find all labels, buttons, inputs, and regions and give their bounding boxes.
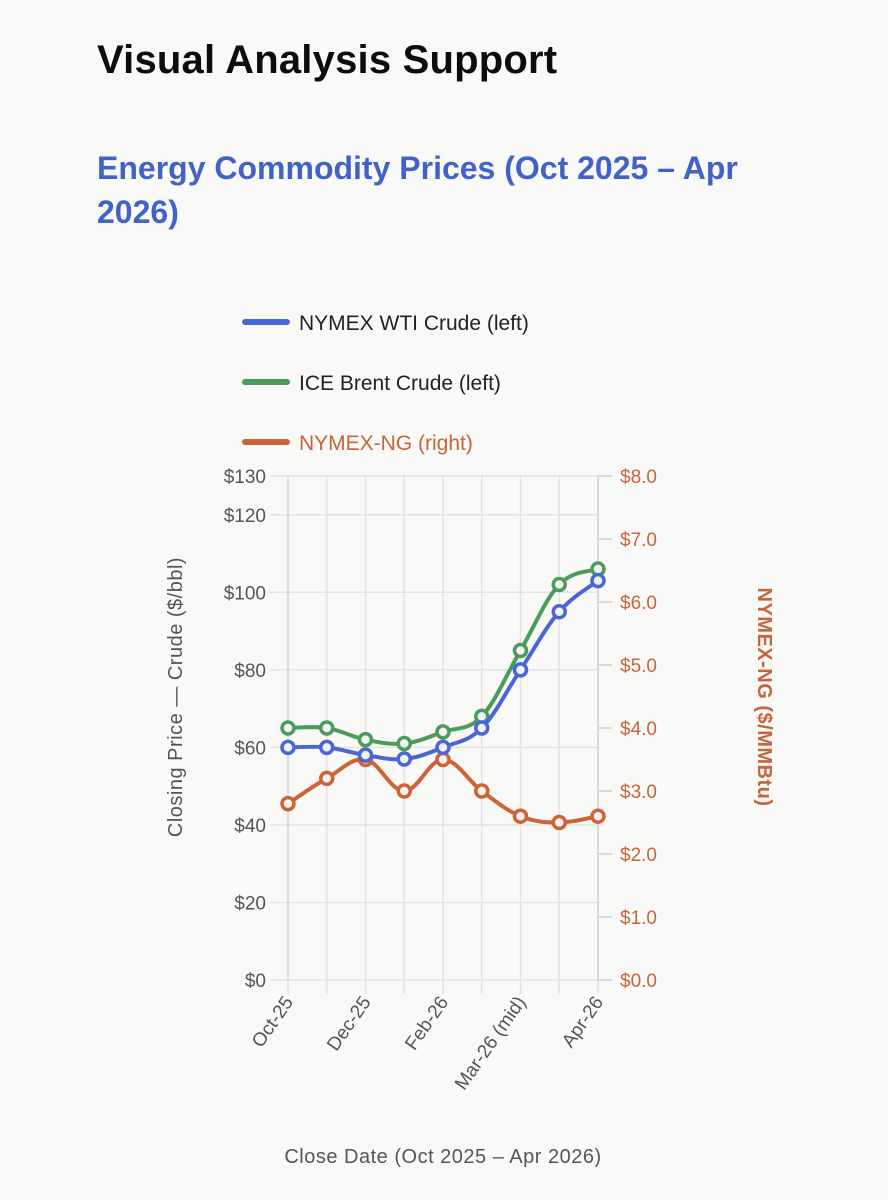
y-tick-label-left: $40 [234, 816, 266, 837]
legend-label: NYMEX-NG (right) [299, 432, 473, 455]
data-point-nymex-wti-crude-left [551, 603, 567, 620]
data-point-nymex-ng-right [435, 751, 451, 768]
y-tick-label-right: $1.0 [620, 908, 657, 929]
y-tick-label-right: $7.0 [620, 530, 657, 551]
data-point-ice-brent-crude-left [396, 735, 412, 752]
legend-label: NYMEX WTI Crude (left) [299, 312, 529, 335]
y-tick-label-right: $2.0 [620, 845, 657, 866]
y-tick-label-right: $3.0 [620, 782, 657, 803]
data-point-nymex-ng-right [590, 808, 606, 824]
legend-label: ICE Brent Crude (left) [299, 372, 501, 395]
y-tick-label-right: $8.0 [620, 467, 657, 488]
data-point-nymex-wti-crude-left [319, 739, 335, 756]
data-point-ice-brent-crude-left [280, 720, 296, 736]
y-tick-label-left: $120 [224, 506, 266, 527]
data-point-nymex-ng-right [474, 783, 490, 799]
data-point-ice-brent-crude-left [357, 731, 374, 748]
data-point-nymex-wti-crude-left [280, 739, 296, 756]
x-tick-label: Feb-26 [401, 993, 453, 1054]
data-point-ice-brent-crude-left [435, 724, 451, 740]
data-point-ice-brent-crude-left [319, 720, 335, 736]
data-point-nymex-wti-crude-left [474, 720, 490, 736]
y-tick-label-left: $130 [224, 467, 266, 488]
data-point-nymex-wti-crude-left [435, 739, 451, 756]
x-axis-title: Close Date (Oct 2025 – Apr 2026) [284, 1146, 601, 1168]
y-axis-title-left: Closing Price — Crude ($/bbl) [165, 557, 187, 837]
data-point-nymex-ng-right [551, 814, 567, 831]
y-tick-label-left: $100 [224, 583, 266, 604]
y-tick-label-left: $60 [234, 738, 266, 759]
legend: NYMEX WTI Crude (left) ICE Brent Crude (l… [242, 312, 529, 455]
chart-title: Energy Commodity Prices (Oct 2025 – Apr … [97, 150, 738, 230]
series-layer [280, 561, 606, 831]
y-tick-label-left: $0 [245, 971, 266, 992]
y-tick-label-right: $6.0 [620, 593, 657, 614]
axes: $0 $20 $40 $60 $80 $100 $120 $130 $0.0 $1.0 $2.0 $3… [224, 467, 657, 1094]
data-point-ice-brent-crude-left [551, 576, 567, 593]
x-tick-label: Mar-26 (mid) [451, 993, 531, 1094]
y-axis-title-right: NYMEX-NG ($/MMBtu) [753, 588, 775, 807]
x-tick-label: Apr-26 [558, 993, 608, 1052]
data-point-nymex-ng-right [396, 783, 412, 799]
data-point-nymex-ng-right [280, 795, 296, 812]
y-tick-label-right: $4.0 [620, 719, 657, 740]
y-tick-label-right: $0.0 [620, 971, 657, 992]
page-title: Visual Analysis Support [97, 38, 558, 82]
y-tick-label-left: $80 [234, 661, 266, 682]
data-point-nymex-wti-crude-left [396, 751, 412, 767]
x-tick-label: Oct-25 [248, 993, 298, 1052]
data-point-nymex-wti-crude-left [590, 572, 606, 589]
data-point-nymex-ng-right [512, 808, 529, 824]
data-point-nymex-ng-right [319, 770, 335, 787]
data-point-nymex-wti-crude-left [357, 747, 374, 763]
y-tick-label-right: $5.0 [620, 656, 657, 677]
x-tick-label: Dec-25 [323, 993, 375, 1055]
data-point-ice-brent-crude-left [512, 642, 529, 659]
data-point-nymex-wti-crude-left [512, 662, 529, 678]
y-tick-label-left: $20 [234, 893, 266, 914]
